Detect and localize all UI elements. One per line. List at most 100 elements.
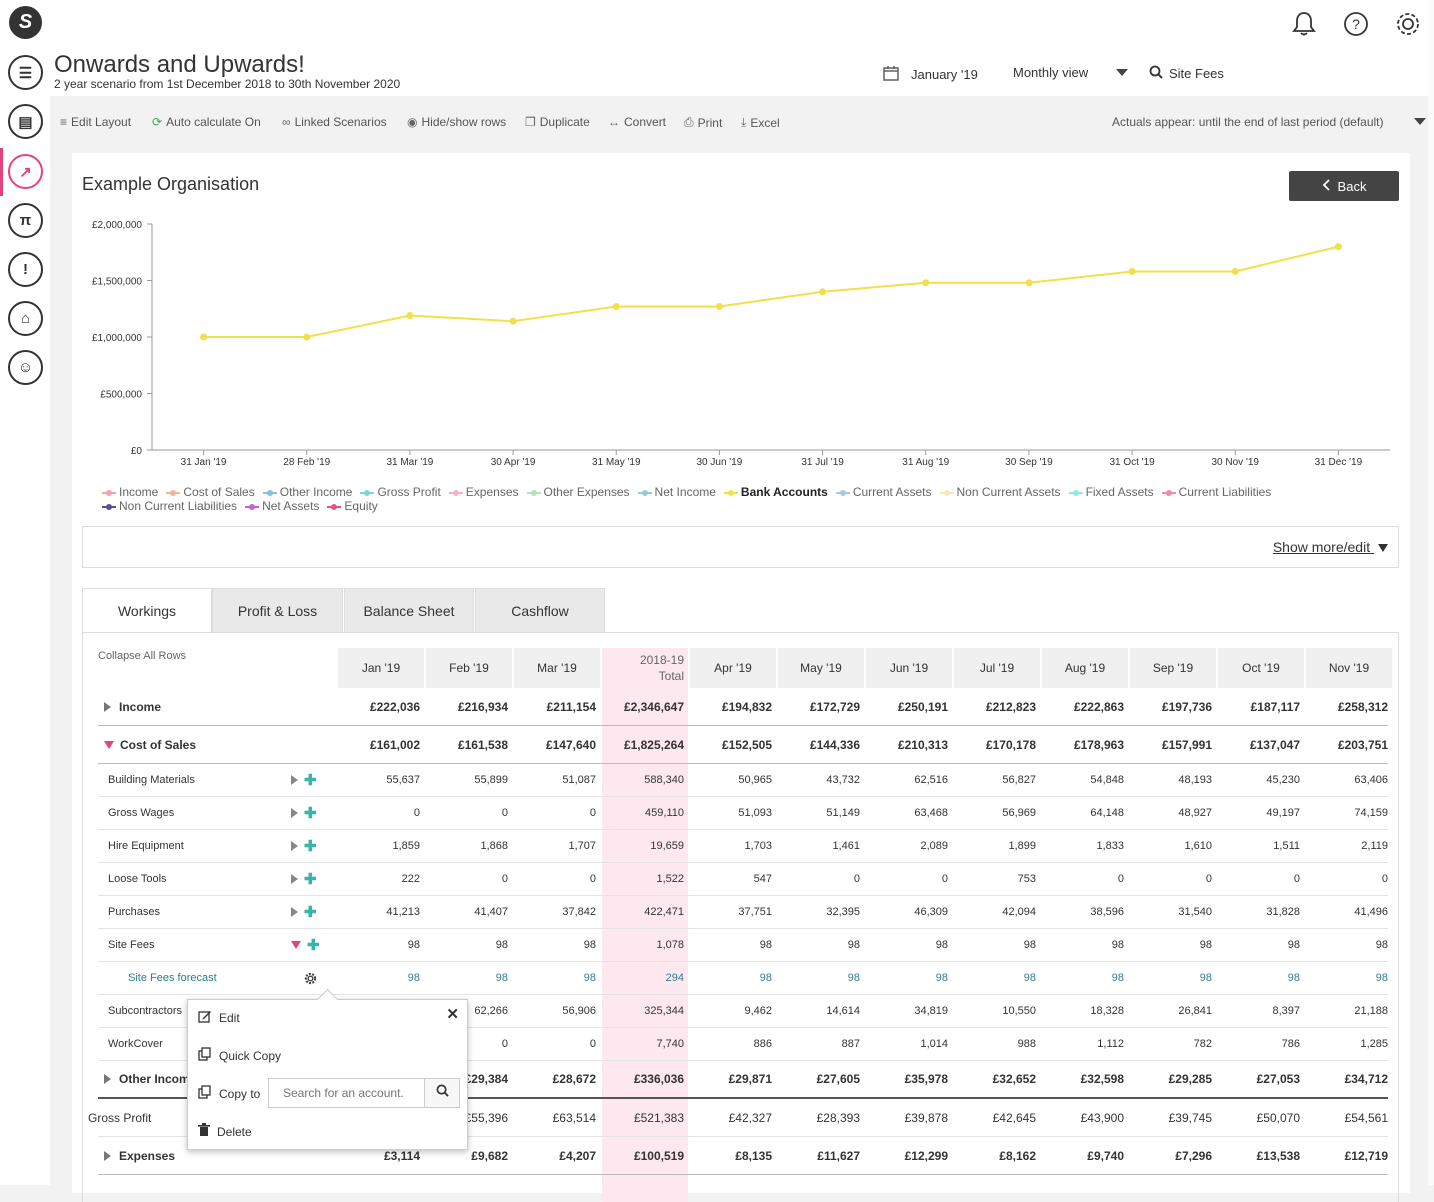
show-more-link[interactable]: Show more/edit	[1273, 539, 1388, 555]
table-cell[interactable]: 62,266	[474, 1005, 508, 1017]
legend-item[interactable]: Other Expenses	[526, 485, 630, 499]
table-cell[interactable]: 1,707	[568, 840, 596, 852]
table-cell[interactable]: 1,859	[392, 840, 420, 852]
table-row[interactable]: Loose Tools ✚ 222 0 0 1,522 547 0 0 753 0 0 0 0	[98, 863, 1388, 896]
legend-item[interactable]: Fixed Assets	[1068, 485, 1154, 499]
delete-menu-item[interactable]: Delete	[198, 1123, 252, 1140]
table-cell[interactable]: 55,637	[386, 774, 420, 786]
table-cell[interactable]: £32,598	[1080, 1072, 1124, 1086]
table-cell[interactable]: £55,396	[464, 1110, 508, 1125]
table-cell[interactable]: 56,906	[562, 1005, 596, 1017]
table-cell[interactable]: £12,299	[904, 1148, 948, 1163]
table-cell[interactable]: 1,511	[1273, 840, 1300, 852]
print-button[interactable]: ⎙ Print	[684, 115, 723, 130]
table-cell[interactable]: 98	[1287, 939, 1300, 951]
trend-icon[interactable]: ↗	[8, 154, 43, 189]
tab-balance-sheet[interactable]: Balance Sheet	[344, 588, 474, 633]
table-cell[interactable]: 1,833	[1096, 840, 1124, 852]
table-cell[interactable]: 0	[501, 1038, 508, 1050]
legend-item[interactable]: Bank Accounts	[723, 485, 828, 499]
table-cell[interactable]: 42,094	[1002, 906, 1036, 918]
help-icon[interactable]: ?	[1342, 10, 1370, 38]
table-cell[interactable]: £222,863	[1073, 699, 1124, 714]
add-forecast-icon[interactable]: ✚	[304, 838, 317, 855]
table-cell[interactable]: 21,188	[1354, 1005, 1388, 1017]
table-cell[interactable]: £39,878	[904, 1110, 948, 1125]
table-cell[interactable]: 14,614	[826, 1005, 860, 1017]
legend-item[interactable]: Income	[102, 485, 158, 499]
legend-item[interactable]: Other Income	[262, 485, 352, 499]
caret-right-icon[interactable]	[291, 874, 298, 884]
back-button[interactable]: Back	[1289, 171, 1399, 201]
table-cell[interactable]: £9,682	[471, 1148, 508, 1163]
table-cell[interactable]: £161,538	[457, 737, 508, 752]
chevron-down-icon[interactable]	[1116, 65, 1129, 80]
table-cell[interactable]: 2,089	[920, 840, 948, 852]
alert-icon[interactable]: !	[8, 252, 43, 287]
table-cell[interactable]: £250,191	[897, 699, 948, 714]
table-cell[interactable]: 56,969	[1002, 807, 1036, 819]
table-cell[interactable]: 64,148	[1090, 807, 1124, 819]
search-button[interactable]	[424, 1079, 459, 1107]
table-cell[interactable]: £100,519	[633, 1148, 684, 1163]
collapse-all-rows-link[interactable]: Collapse All Rows	[98, 650, 187, 662]
table-cell[interactable]: 41,496	[1354, 906, 1388, 918]
caret-right-icon[interactable]	[104, 701, 111, 712]
table-cell[interactable]: £11,627	[817, 1148, 860, 1163]
table-cell[interactable]: 422,471	[644, 906, 684, 918]
caret-down-icon[interactable]	[291, 941, 301, 949]
table-row[interactable]: Expenses £3,114 £9,682 £4,207 £100,519 £8,135…	[98, 1137, 1388, 1175]
table-cell[interactable]: 98	[583, 939, 596, 951]
table-cell[interactable]: 51,093	[738, 807, 772, 819]
table-cell[interactable]: 1,014	[920, 1038, 948, 1050]
account-search-input[interactable]	[269, 1079, 424, 1107]
table-cell[interactable]: £258,312	[1337, 699, 1388, 714]
table-cell[interactable]: 98	[1023, 972, 1036, 984]
table-cell[interactable]: 0	[501, 807, 508, 819]
table-cell[interactable]: 37,842	[562, 906, 596, 918]
table-cell[interactable]: 18,328	[1090, 1005, 1124, 1017]
table-cell[interactable]: £12,719	[1344, 1148, 1388, 1163]
legend-item[interactable]: Net Assets	[245, 499, 319, 513]
pdf-icon[interactable]: ▤	[8, 104, 43, 139]
table-cell[interactable]: 0	[1205, 873, 1212, 885]
table-cell[interactable]: 98	[1375, 972, 1388, 984]
table-cell[interactable]: 8,397	[1272, 1005, 1300, 1017]
table-cell[interactable]: 48,193	[1178, 774, 1212, 786]
caret-right-icon[interactable]	[291, 841, 298, 851]
legend-item[interactable]: Expenses	[448, 485, 519, 499]
period-picker[interactable]: January '19	[883, 65, 978, 84]
table-cell[interactable]: £211,154	[546, 699, 596, 714]
add-forecast-icon[interactable]: ✚	[307, 937, 320, 954]
table-cell[interactable]: 48,927	[1178, 807, 1212, 819]
table-cell[interactable]: 54,848	[1090, 774, 1124, 786]
table-cell[interactable]: £1,825,264	[623, 737, 684, 752]
user-icon[interactable]: ☺	[8, 350, 43, 385]
table-cell[interactable]: 62,516	[914, 774, 948, 786]
table-cell[interactable]: £39,745	[1168, 1110, 1212, 1125]
legend-item[interactable]: Equity	[327, 499, 378, 513]
table-cell[interactable]: 26,841	[1178, 1005, 1212, 1017]
table-cell[interactable]: 98	[935, 939, 948, 951]
table-row[interactable]: Other Income £29,384 £28,672 £336,036 £29,87…	[98, 1061, 1388, 1099]
table-cell[interactable]: 19,659	[650, 840, 684, 852]
table-row[interactable]: Subcontractors✚62,26656,906325,3449,4621…	[98, 995, 1388, 1028]
table-cell[interactable]: £9,740	[1087, 1148, 1124, 1163]
table-cell[interactable]: £8,135	[735, 1148, 772, 1163]
table-cell[interactable]: 31,828	[1266, 906, 1300, 918]
table-cell[interactable]: £203,751	[1337, 737, 1388, 752]
table-cell[interactable]: 753	[1017, 873, 1036, 885]
table-cell[interactable]: 7,740	[656, 1038, 684, 1050]
chevron-down-icon[interactable]	[1413, 115, 1426, 129]
table-cell[interactable]: £54,561	[1344, 1110, 1388, 1125]
table-cell[interactable]: £144,336	[809, 737, 860, 752]
table-cell[interactable]: 1,078	[656, 939, 684, 951]
table-cell[interactable]: 43,732	[826, 774, 860, 786]
table-row[interactable]: Site Fees forecast 98 98 98 294 98 98 98 98 98 98 9…	[98, 962, 1388, 995]
hide-show-rows-button[interactable]: ◉ Hide/show rows	[407, 115, 507, 129]
table-cell[interactable]: 98	[495, 939, 508, 951]
gear-icon[interactable]	[1394, 10, 1422, 38]
table-cell[interactable]: £172,729	[809, 699, 860, 714]
tab-cashflow[interactable]: Cashflow	[475, 588, 605, 633]
table-cell[interactable]: 50,965	[738, 774, 772, 786]
